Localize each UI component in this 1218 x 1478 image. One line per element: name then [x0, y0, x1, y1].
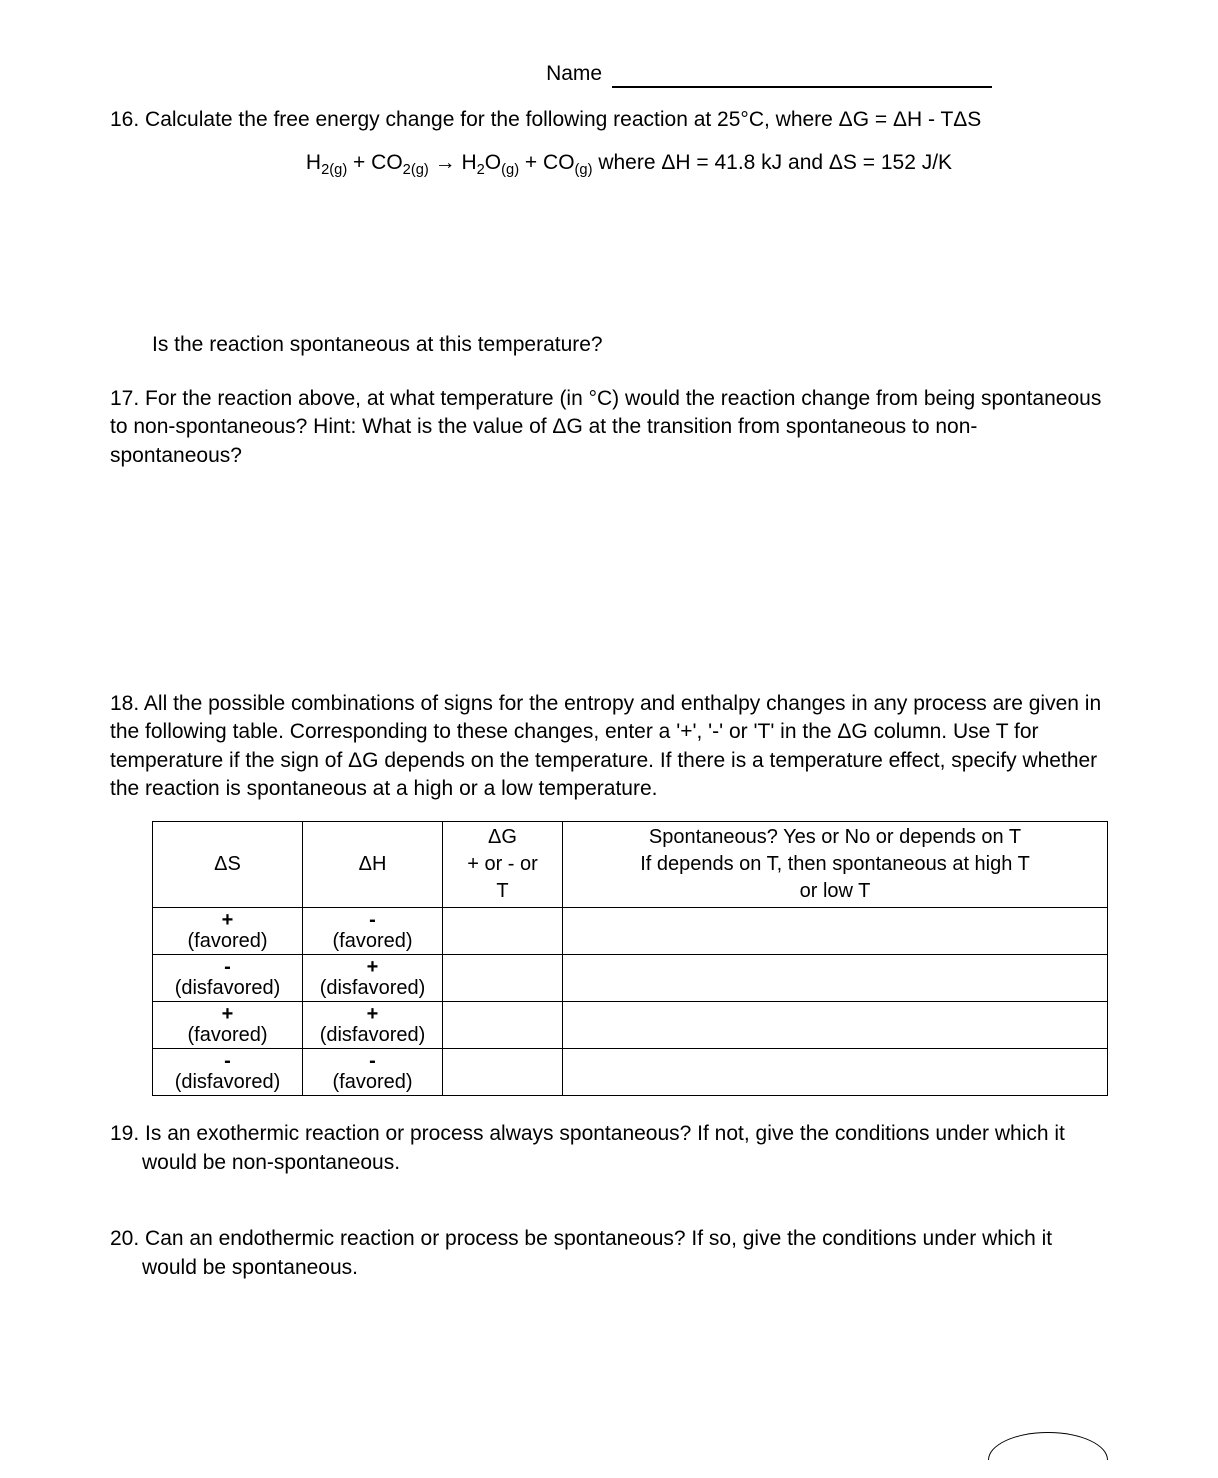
cell-dh: - (favored)	[303, 908, 443, 955]
table-header-row: ΔS ΔH ΔG + or - or T Spontaneous? Yes or…	[153, 822, 1108, 908]
question-16: 16. Calculate the free energy change for…	[110, 106, 1108, 134]
dh-symbol: -	[309, 1051, 436, 1071]
header-dg-line2: + or - or	[449, 851, 556, 878]
dh-label: (disfavored)	[309, 977, 436, 999]
cell-dg[interactable]	[443, 1002, 563, 1049]
header-dg: ΔG + or - or T	[443, 822, 563, 908]
header-dg-line3: T	[449, 878, 556, 905]
signs-table-body: + (favored) - (favored) - (disfavored)	[153, 908, 1108, 1096]
table-row: + (favored) - (favored)	[153, 908, 1108, 955]
ds-symbol: +	[159, 1004, 296, 1024]
q18-number: 18.	[110, 692, 139, 715]
ds-symbol: +	[159, 910, 296, 930]
q18-table-wrap: ΔS ΔH ΔG + or - or T Spontaneous? Yes or…	[110, 821, 1108, 1096]
cell-dh: - (favored)	[303, 1049, 443, 1096]
dh-symbol: -	[309, 910, 436, 930]
q16-number: 16.	[110, 108, 139, 131]
q19-text: Is an exothermic reaction or process alw…	[142, 1122, 1065, 1173]
ds-label: (favored)	[159, 1024, 296, 1046]
header-ds: ΔS	[153, 822, 303, 908]
q18-text: All the possible combinations of signs f…	[110, 692, 1101, 800]
name-row: Name	[110, 60, 1108, 88]
cell-ds: + (favored)	[153, 908, 303, 955]
question-18: 18. All the possible combinations of sig…	[110, 690, 1108, 803]
q20-text: Can an endothermic reaction or process b…	[142, 1227, 1052, 1278]
cell-ds: - (disfavored)	[153, 955, 303, 1002]
q17-number: 17.	[110, 387, 139, 410]
cell-dh: + (disfavored)	[303, 955, 443, 1002]
table-row: - (disfavored) - (favored)	[153, 1049, 1108, 1096]
ds-symbol: -	[159, 957, 296, 977]
q17-text: For the reaction above, at what temperat…	[110, 387, 1101, 467]
q17-text-content: For the reaction above, at what temperat…	[110, 387, 1101, 467]
table-row: - (disfavored) + (disfavored)	[153, 955, 1108, 1002]
cell-dg[interactable]	[443, 908, 563, 955]
dh-symbol: +	[309, 957, 436, 977]
cell-spontaneous[interactable]	[563, 955, 1108, 1002]
q19-number: 19.	[110, 1122, 139, 1145]
cell-spontaneous[interactable]	[563, 1049, 1108, 1096]
header-sp-line1: Spontaneous? Yes or No or depends on T	[569, 824, 1101, 851]
question-17: 17. For the reaction above, at what temp…	[110, 385, 1108, 470]
page-corner-decoration	[988, 1432, 1108, 1460]
ds-label: (disfavored)	[159, 977, 296, 999]
q16-equation: H2(g) + CO2(g) → H2O(g) + CO(g) where ΔH…	[110, 149, 1108, 181]
dh-symbol: +	[309, 1004, 436, 1024]
cell-dg[interactable]	[443, 955, 563, 1002]
table-row: + (favored) + (disfavored)	[153, 1002, 1108, 1049]
cell-spontaneous[interactable]	[563, 1002, 1108, 1049]
ds-label: (disfavored)	[159, 1071, 296, 1093]
dh-label: (favored)	[309, 930, 436, 952]
question-19: 19. Is an exothermic reaction or process…	[110, 1120, 1108, 1177]
q16-sub-question: Is the reaction spontaneous at this temp…	[110, 331, 1108, 359]
question-20: 20. Can an endothermic reaction or proce…	[110, 1225, 1108, 1282]
cell-ds: - (disfavored)	[153, 1049, 303, 1096]
cell-dh: + (disfavored)	[303, 1002, 443, 1049]
cell-spontaneous[interactable]	[563, 908, 1108, 955]
cell-dg[interactable]	[443, 1049, 563, 1096]
dh-label: (disfavored)	[309, 1024, 436, 1046]
ds-label: (favored)	[159, 930, 296, 952]
header-sp-line2: If depends on T, then spontaneous at hig…	[569, 851, 1101, 878]
name-label: Name	[546, 62, 602, 85]
header-dh: ΔH	[303, 822, 443, 908]
ds-symbol: -	[159, 1051, 296, 1071]
q20-number: 20.	[110, 1227, 139, 1250]
header-dg-line1: ΔG	[449, 824, 556, 851]
q16-text: Calculate the free energy change for the…	[145, 108, 981, 131]
header-sp-line3: or low T	[569, 878, 1101, 905]
worksheet-page: Name 16. Calculate the free energy chang…	[0, 0, 1218, 1478]
signs-table: ΔS ΔH ΔG + or - or T Spontaneous? Yes or…	[152, 821, 1108, 1096]
header-spontaneous: Spontaneous? Yes or No or depends on T I…	[563, 822, 1108, 908]
name-blank-line[interactable]	[612, 86, 992, 88]
cell-ds: + (favored)	[153, 1002, 303, 1049]
dh-label: (favored)	[309, 1071, 436, 1093]
